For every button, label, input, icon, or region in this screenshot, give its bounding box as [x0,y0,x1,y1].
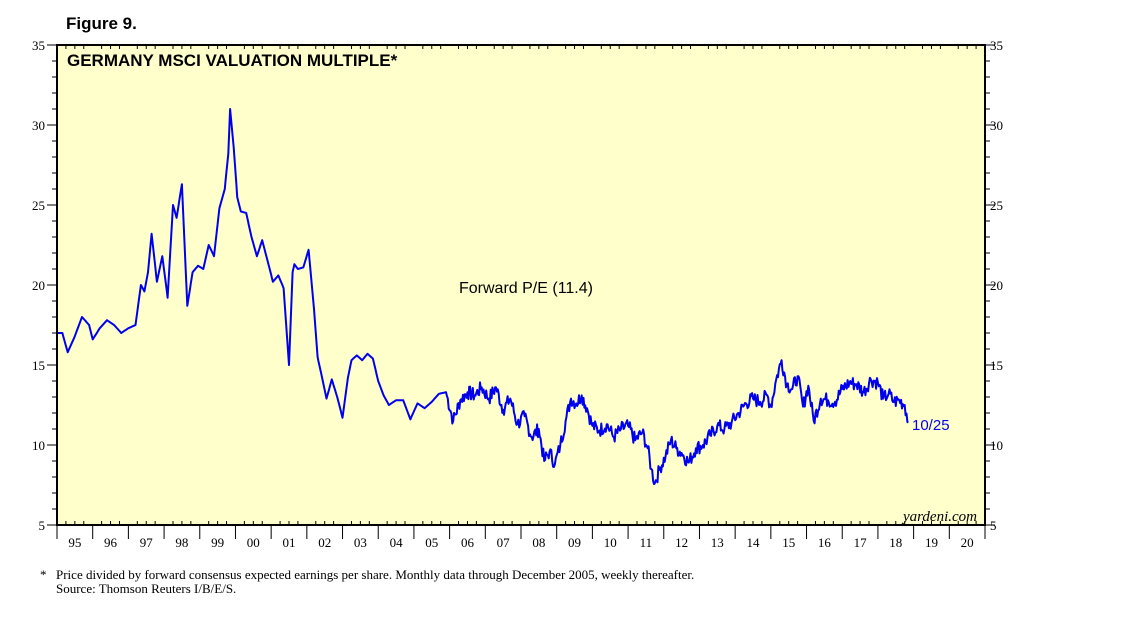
x-axis-labels: 95 96 97 98 99 00 01 02 03 04 05 06 07 08 09 10 11 12 13 14… [68,535,973,550]
y-tick-label-right: 25 [990,198,1003,213]
x-tick-label: 10 [604,535,617,550]
plot-frame [56,44,986,526]
y-tick-label-right: 30 [990,118,1003,133]
x-tick-label: 00 [247,535,260,550]
footnote-line-1: * Price divided by forward consensus expe… [40,568,694,582]
x-tick-label: 98 [175,535,188,550]
x-tick-label: 03 [354,535,367,550]
x-tick-label: 18 [889,535,902,550]
x-tick-label: 06 [461,535,475,550]
x-tick-label: 13 [711,535,724,550]
y-tick-label-left: 20 [32,278,45,293]
x-tick-label: 08 [532,535,545,550]
y-tick-label-left: 30 [32,118,45,133]
y-axis-labels: 5 5 10 10 15 15 20 20 25 25 30 30 35 35 [32,38,1003,533]
series-label: Forward P/E (11.4) [459,280,593,297]
footnote: * Price divided by forward consensus expe… [40,568,694,596]
x-tick-label: 16 [818,535,832,550]
x-tick-label: 15 [782,535,795,550]
figure-label: Figure 9. [66,14,137,33]
y-tick-label-right: 15 [990,358,1003,373]
y-tick-label-left: 5 [39,518,46,533]
x-tick-label: 11 [640,535,653,550]
x-tick-label: 02 [318,535,331,550]
x-tick-label: 05 [425,535,438,550]
chart-title: GERMANY MSCI VALUATION MULTIPLE* [67,51,398,70]
y-tick-label-left: 35 [32,38,45,53]
x-tick-label: 17 [854,535,868,550]
x-tick-label: 12 [675,535,688,550]
x-tick-label: 99 [211,535,224,550]
x-tick-label: 20 [961,535,974,550]
y-tick-label-right: 35 [990,38,1003,53]
footnote-marker: * [40,567,47,582]
y-tick-label-right: 5 [990,518,997,533]
y-tick-label-left: 25 [32,198,45,213]
footnote-text: Price divided by forward consensus expec… [56,567,695,582]
end-date-label: 10/25 [912,417,950,434]
x-tick-label: 19 [925,535,938,550]
x-tick-label: 07 [497,535,511,550]
footnote-source: Source: Thomson Reuters I/B/E/S. [56,581,237,596]
x-tick-label: 01 [283,535,296,550]
y-tick-label-left: 10 [32,438,45,453]
x-tick-label: 09 [568,535,581,550]
series-line-forward-pe [56,108,909,486]
x-tick-label: 97 [140,535,154,550]
x-tick-label: 96 [104,535,118,550]
y-tick-label-right: 20 [990,278,1003,293]
x-tick-label: 95 [68,535,81,550]
x-tick-label: 14 [747,535,761,550]
y-tick-label-right: 10 [990,438,1003,453]
plot-area [57,45,985,525]
x-tick-label: 04 [390,535,404,550]
y-tick-label-left: 15 [32,358,45,373]
watermark: yardeni.com [901,509,977,525]
